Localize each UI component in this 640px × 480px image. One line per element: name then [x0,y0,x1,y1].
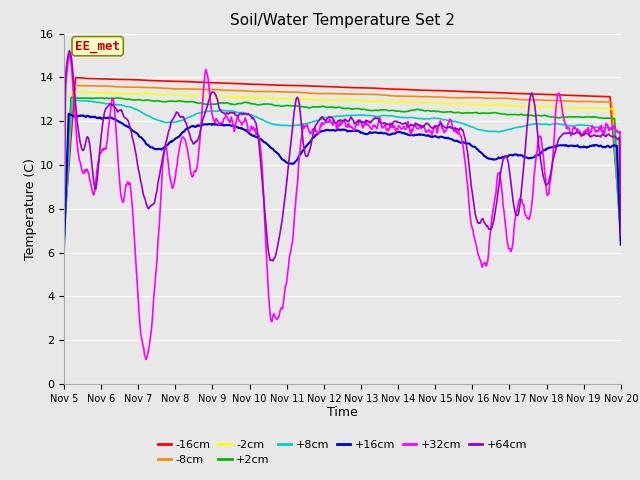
+16cm [428,134,435,140]
-8cm [214,87,222,93]
+32cm [428,132,436,138]
-8cm [185,86,193,92]
+64cm [185,129,193,135]
+16cm [185,125,193,131]
+32cm [186,157,193,163]
-2cm [128,91,136,96]
-2cm [76,89,83,95]
+2cm [214,101,222,107]
+16cm [60,245,68,251]
Line: +64cm: +64cm [64,51,621,261]
Line: -16cm: -16cm [64,78,621,231]
+8cm [75,97,83,103]
+64cm [214,100,222,106]
-16cm [60,228,68,234]
+32cm [128,202,136,208]
-2cm [70,89,78,95]
+32cm [60,236,68,241]
+64cm [269,258,277,264]
+2cm [71,95,79,101]
-16cm [214,80,222,86]
+16cm [214,122,222,128]
-16cm [428,87,435,93]
+16cm [128,127,136,133]
+8cm [185,114,193,120]
+16cm [65,111,72,117]
Text: EE_met: EE_met [75,40,120,53]
-16cm [128,77,136,83]
Line: -2cm: -2cm [64,92,621,239]
-8cm [71,83,79,88]
-2cm [214,93,222,99]
-8cm [617,235,625,240]
+16cm [71,114,79,120]
-16cm [185,79,193,84]
+32cm [71,111,79,117]
-8cm [128,84,136,90]
Line: -8cm: -8cm [64,85,621,238]
+8cm [60,240,68,246]
+32cm [65,49,73,55]
-8cm [70,83,78,88]
+8cm [128,105,136,110]
-2cm [60,236,68,241]
+32cm [617,192,625,198]
+8cm [411,115,419,121]
+32cm [142,357,150,362]
+16cm [617,242,625,248]
+2cm [617,234,625,240]
+64cm [65,48,73,54]
Title: Soil/Water Temperature Set 2: Soil/Water Temperature Set 2 [230,13,455,28]
+8cm [428,116,435,121]
+64cm [60,200,68,206]
-8cm [60,226,68,231]
+16cm [411,132,419,138]
+2cm [67,95,75,100]
+2cm [411,107,419,113]
+64cm [617,232,625,238]
+64cm [412,120,419,126]
-16cm [411,87,419,93]
+2cm [128,97,136,103]
+32cm [412,123,419,129]
Line: +8cm: +8cm [64,100,621,243]
+2cm [185,99,193,105]
+8cm [214,108,222,114]
+2cm [60,238,68,243]
X-axis label: Time: Time [327,407,358,420]
Line: +32cm: +32cm [64,52,621,360]
-2cm [411,99,419,105]
-2cm [185,93,193,99]
-8cm [411,94,419,99]
+8cm [617,240,625,246]
-16cm [70,95,78,101]
-8cm [428,94,435,100]
-16cm [72,75,79,81]
-16cm [617,228,625,234]
+64cm [428,125,436,131]
+8cm [70,98,78,104]
-2cm [617,230,625,236]
Legend: -16cm, -8cm, -2cm, +2cm, +8cm, +16cm, +32cm, +64cm: -16cm, -8cm, -2cm, +2cm, +8cm, +16cm, +3… [154,435,531,469]
+2cm [428,108,435,114]
Y-axis label: Temperature (C): Temperature (C) [24,158,37,260]
+64cm [128,134,136,140]
-2cm [428,100,435,106]
+32cm [215,122,223,128]
+64cm [71,93,79,98]
Line: +2cm: +2cm [64,97,621,240]
Line: +16cm: +16cm [64,114,621,248]
